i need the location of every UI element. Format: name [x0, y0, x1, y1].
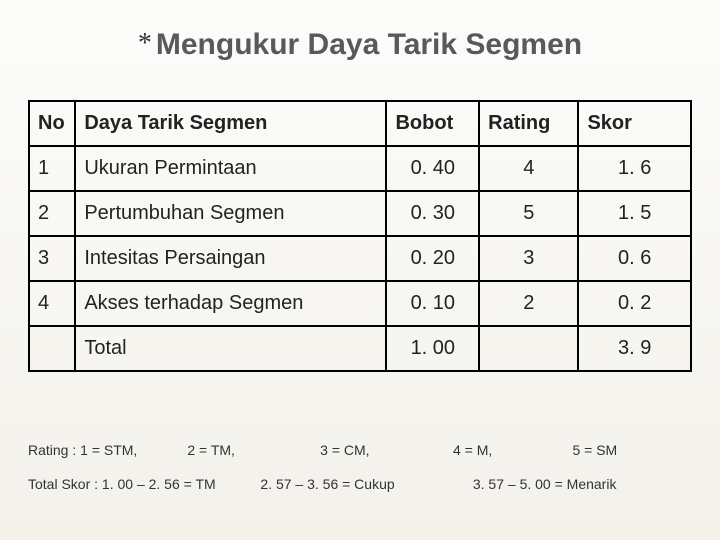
header-bobot: Bobot: [386, 101, 479, 146]
cell-total-label: Total: [75, 326, 386, 371]
cell-skor: 0. 6: [578, 236, 691, 281]
header-no: No: [29, 101, 75, 146]
cell-name: Pertumbuhan Segmen: [75, 191, 386, 236]
cell-rating: 2: [479, 281, 578, 326]
cell-total-rating: [479, 326, 578, 371]
cell-skor: 1. 5: [578, 191, 691, 236]
legend-item: 3 = CM,: [320, 442, 453, 458]
table-header-row: No Daya Tarik Segmen Bobot Rating Skor: [29, 101, 691, 146]
table-row: 4 Akses terhadap Segmen 0. 10 2 0. 2: [29, 281, 691, 326]
cell-rating: 5: [479, 191, 578, 236]
cell-rating: 4: [479, 146, 578, 191]
skor-legend: Total Skor : 1. 00 – 2. 56 = TM 2. 57 – …: [28, 476, 692, 492]
slide-title: *Mengukur Daya Tarik Segmen: [0, 28, 720, 62]
segment-table: No Daya Tarik Segmen Bobot Rating Skor 1…: [28, 100, 692, 372]
cell-no: 4: [29, 281, 75, 326]
legend-item: 4 = M,: [453, 442, 573, 458]
legend-item: 2. 57 – 3. 56 = Cukup: [260, 476, 472, 492]
table-row: 2 Pertumbuhan Segmen 0. 30 5 1. 5: [29, 191, 691, 236]
cell-rating: 3: [479, 236, 578, 281]
cell-skor: 0. 2: [578, 281, 691, 326]
legend-item: 3. 57 – 5. 00 = Menarik: [473, 476, 692, 492]
legend-item: 2 = TM,: [187, 442, 320, 458]
cell-total-no: [29, 326, 75, 371]
cell-bobot: 0. 10: [386, 281, 479, 326]
cell-total-skor: 3. 9: [578, 326, 691, 371]
header-skor: Skor: [578, 101, 691, 146]
legend-item: Total Skor : 1. 00 – 2. 56 = TM: [28, 476, 260, 492]
cell-bobot: 0. 40: [386, 146, 479, 191]
cell-bobot: 0. 30: [386, 191, 479, 236]
title-text: Mengukur Daya Tarik Segmen: [156, 28, 582, 61]
asterisk-icon: *: [138, 28, 152, 59]
cell-name: Intesitas Persaingan: [75, 236, 386, 281]
table-total-row: Total 1. 00 3. 9: [29, 326, 691, 371]
cell-no: 2: [29, 191, 75, 236]
rating-legend: Rating : 1 = STM, 2 = TM, 3 = CM, 4 = M,…: [28, 442, 692, 458]
cell-no: 3: [29, 236, 75, 281]
table-row: 1 Ukuran Permintaan 0. 40 4 1. 6: [29, 146, 691, 191]
cell-bobot: 0. 20: [386, 236, 479, 281]
legend-item: 5 = SM: [572, 442, 692, 458]
cell-no: 1: [29, 146, 75, 191]
header-name: Daya Tarik Segmen: [75, 101, 386, 146]
cell-name: Akses terhadap Segmen: [75, 281, 386, 326]
cell-skor: 1. 6: [578, 146, 691, 191]
legend-item: Rating : 1 = STM,: [28, 442, 187, 458]
table-row: 3 Intesitas Persaingan 0. 20 3 0. 6: [29, 236, 691, 281]
header-rating: Rating: [479, 101, 578, 146]
cell-name: Ukuran Permintaan: [75, 146, 386, 191]
cell-total-bobot: 1. 00: [386, 326, 479, 371]
slide: *Mengukur Daya Tarik Segmen No Daya Tari…: [0, 0, 720, 540]
footnotes: Rating : 1 = STM, 2 = TM, 3 = CM, 4 = M,…: [28, 442, 692, 510]
